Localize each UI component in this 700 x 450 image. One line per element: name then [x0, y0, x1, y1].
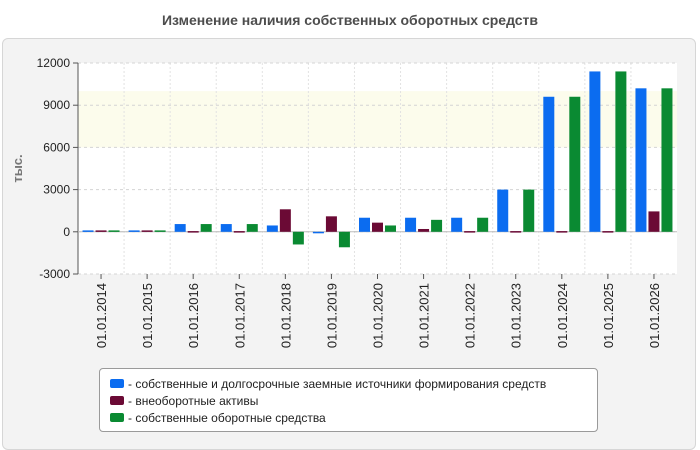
y-tick-label: -3000 — [39, 267, 70, 281]
bar-2 — [556, 231, 568, 233]
legend-swatch-noncurrent-assets — [110, 396, 124, 405]
y-tick-label: 6000 — [43, 140, 70, 154]
bar-2 — [187, 231, 199, 233]
legend-label-sources: - собственные и долгосрочные заемные ист… — [128, 376, 547, 391]
bar-3 — [246, 224, 258, 232]
bar-2 — [418, 228, 430, 232]
x-tick-label: 01.01.2025 — [601, 283, 616, 348]
bar-1 — [266, 225, 278, 232]
x-tick-label: 01.01.2026 — [647, 283, 662, 348]
bar-1 — [359, 217, 370, 232]
plot-band — [78, 91, 677, 148]
x-tick-label: 01.01.2019 — [324, 283, 339, 348]
legend-item-working-capital: - собственные оборотные средства — [110, 409, 597, 426]
bar-3 — [108, 230, 120, 232]
bar-2 — [279, 209, 291, 232]
bar-3 — [292, 231, 304, 245]
x-tick-label: 01.01.2015 — [140, 283, 155, 348]
bar-2 — [325, 216, 337, 232]
x-tick-label: 01.01.2017 — [232, 283, 247, 348]
bar-3 — [154, 230, 166, 232]
legend-item-noncurrent-assets: - внеоборотные активы — [110, 392, 597, 409]
bar-1 — [589, 71, 601, 232]
x-tick-label: 01.01.2014 — [94, 283, 109, 348]
bar-1 — [405, 217, 417, 232]
legend-item-sources: - собственные и долгосрочные заемные ист… — [110, 375, 597, 392]
y-tick-label: 0 — [63, 225, 70, 239]
bar-1 — [220, 224, 232, 232]
bar-2 — [372, 222, 383, 232]
bar-3 — [523, 189, 535, 232]
bar-3 — [477, 217, 489, 232]
bar-2 — [141, 230, 153, 232]
bar-1 — [497, 189, 509, 232]
bar-3 — [431, 219, 443, 232]
bar-2 — [602, 231, 614, 233]
x-tick-label: 01.01.2020 — [371, 283, 386, 348]
legend: - собственные и долгосрочные заемные ист… — [99, 368, 598, 432]
bar-2 — [648, 211, 660, 232]
bar-1 — [174, 224, 186, 232]
x-tick-label: 01.01.2024 — [555, 283, 570, 348]
legend-swatch-sources — [110, 379, 124, 388]
bar-2 — [95, 230, 107, 232]
bar-3 — [615, 71, 627, 232]
y-tick-label: 9000 — [43, 98, 70, 112]
x-tick-label: 01.01.2018 — [278, 283, 293, 348]
y-tick-label: 12000 — [37, 56, 71, 70]
bar-1 — [543, 96, 555, 232]
bar-2 — [464, 231, 476, 233]
bar-3 — [338, 231, 350, 248]
bar-3 — [569, 96, 581, 232]
bar-1 — [312, 231, 324, 234]
x-tick-label: 01.01.2016 — [186, 283, 201, 348]
legend-label-noncurrent-assets: - внеоборотные активы — [128, 393, 259, 408]
bar-3 — [661, 88, 673, 232]
bar-1 — [128, 230, 140, 232]
bar-3 — [385, 225, 396, 232]
bar-1 — [451, 217, 463, 232]
bar-1 — [82, 230, 94, 232]
legend-swatch-working-capital — [110, 413, 124, 422]
bar-2 — [510, 231, 522, 233]
bar-2 — [233, 231, 245, 233]
chart-title: Изменение наличия собственных оборотных … — [161, 12, 539, 28]
bar-1 — [635, 88, 647, 232]
y-tick-label: 3000 — [43, 183, 70, 197]
x-tick-label: 01.01.2022 — [463, 283, 478, 348]
y-axis-label: тыс. — [10, 154, 25, 182]
legend-label-working-capital: - собственные оборотные средства — [128, 410, 326, 425]
x-tick-label: 01.01.2023 — [509, 283, 524, 348]
x-tick-label: 01.01.2021 — [417, 283, 432, 348]
bar-3 — [200, 224, 212, 232]
